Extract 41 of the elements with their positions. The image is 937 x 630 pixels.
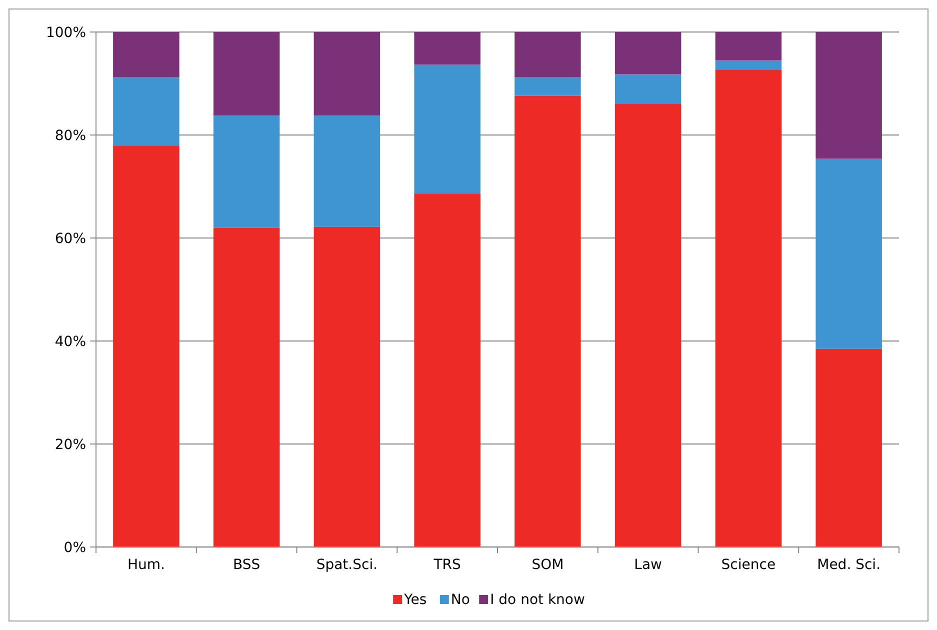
bar [314, 32, 380, 116]
bar [314, 226, 380, 547]
y-tick-label: 100% [46, 24, 86, 41]
bar [614, 32, 682, 74]
bar [614, 104, 682, 547]
bar [816, 158, 882, 349]
x-tick-label: SOM [532, 557, 564, 573]
legend-label: No [450, 592, 470, 608]
bar [213, 32, 280, 116]
x-tick-label: Law [634, 557, 662, 573]
bar [414, 64, 480, 194]
y-tick-label: 0% [64, 540, 86, 556]
bar [614, 74, 682, 104]
bar [414, 32, 480, 64]
bar [715, 70, 782, 547]
legend-label: I do not know [490, 592, 585, 608]
bar [113, 145, 180, 547]
y-tick-label: 60% [54, 230, 86, 247]
legend-label: Yes [403, 592, 427, 608]
x-tick-label: Spat.Sci. [316, 557, 378, 573]
x-tick-label: Med. Sci. [817, 557, 881, 573]
bar [113, 32, 180, 78]
bar [816, 348, 882, 547]
bar [816, 32, 882, 159]
bar [113, 77, 180, 146]
y-tick-label: 20% [54, 436, 86, 453]
x-tick-label: Hum. [127, 557, 165, 573]
x-tick-label: Science [721, 557, 776, 573]
bar [514, 32, 581, 78]
bar [514, 77, 581, 96]
bar [213, 115, 280, 228]
bar [514, 96, 581, 547]
x-tick-label: BSS [232, 557, 260, 573]
bar [715, 60, 782, 70]
bar [414, 193, 480, 547]
y-tick-label: 80% [54, 128, 86, 144]
bar [715, 32, 782, 60]
y-tick-label: 40% [54, 334, 86, 350]
bar [314, 115, 380, 227]
x-tick-label: TRS [432, 557, 462, 573]
bar [213, 228, 280, 547]
